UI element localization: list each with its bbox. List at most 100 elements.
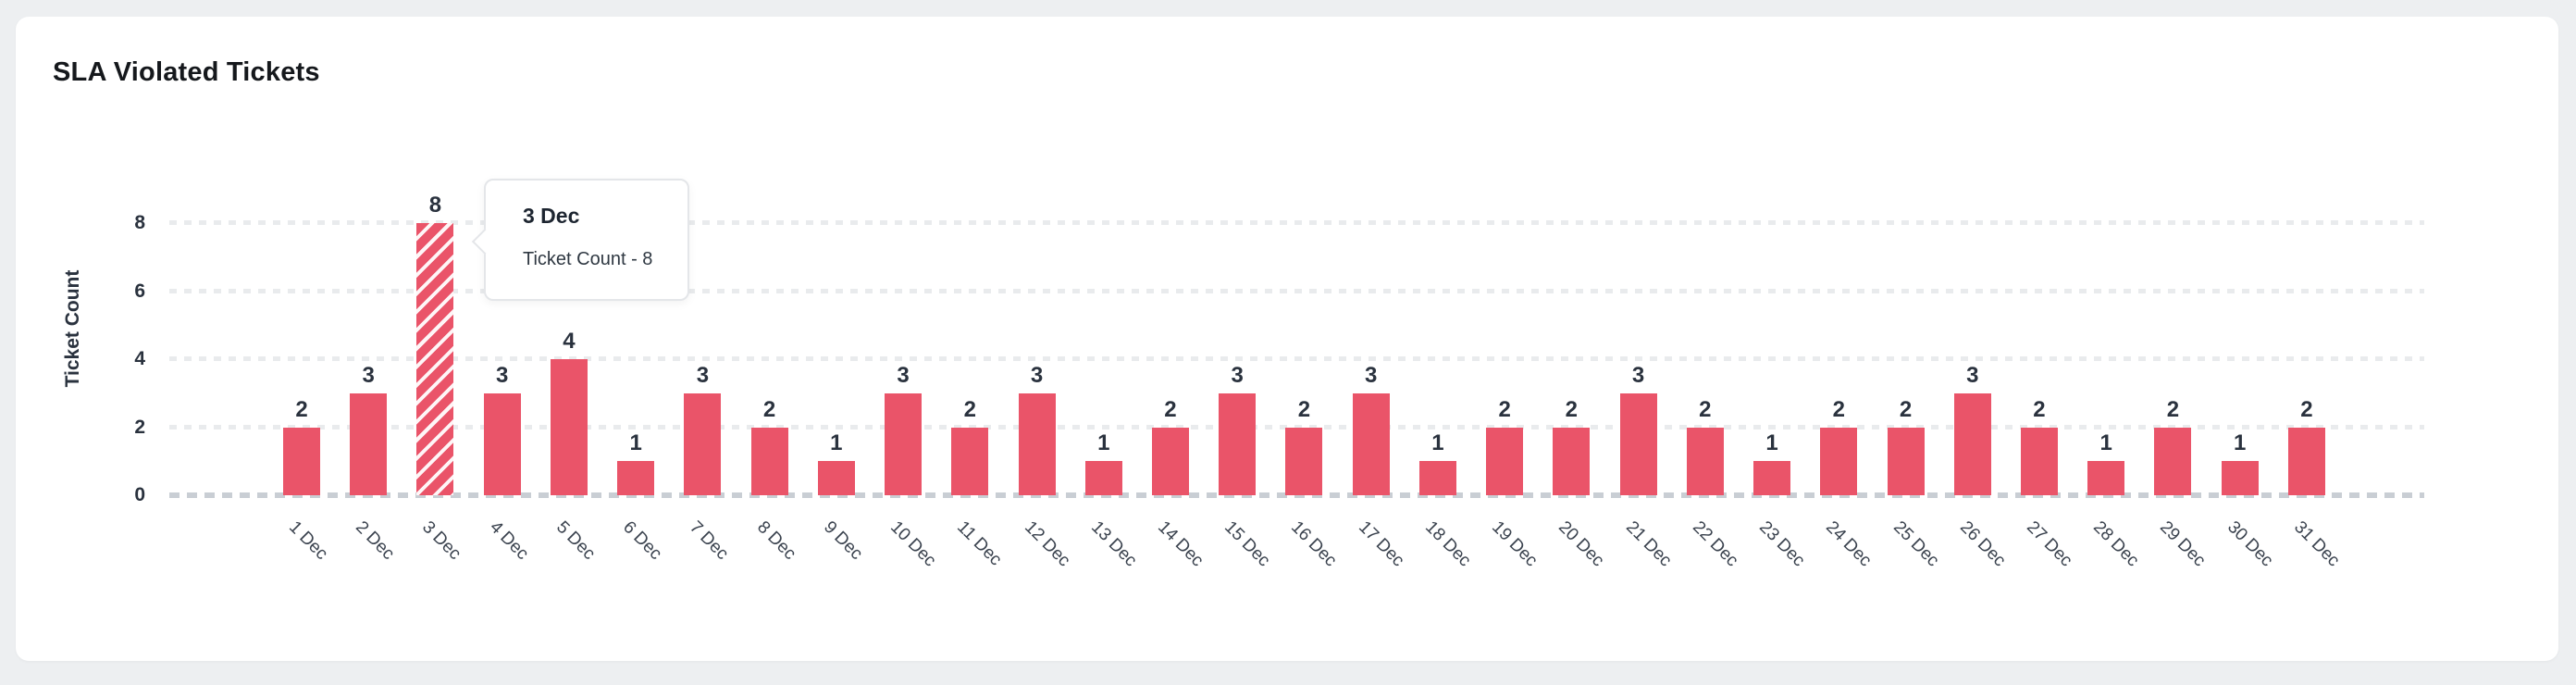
bar-1-dec[interactable] <box>283 427 320 495</box>
bar-21-dec[interactable] <box>1619 392 1657 495</box>
bar-31-dec[interactable] <box>2287 427 2325 495</box>
bar-18-dec[interactable] <box>1418 461 1456 495</box>
y-tick-label-2: 2 <box>134 416 145 438</box>
bar-23-dec[interactable] <box>1753 461 1791 495</box>
bar-30-dec[interactable] <box>2221 461 2259 495</box>
bar-value-label-8-dec: 2 <box>762 396 776 422</box>
tooltip-value: Ticket Count - 8 <box>523 249 653 269</box>
bar-13-dec[interactable] <box>1084 461 1122 495</box>
bar-12-dec[interactable] <box>1018 392 1056 495</box>
x-tick-label-1-dec: 1 Dec <box>285 517 332 564</box>
bar-value-label-9-dec: 1 <box>830 430 843 456</box>
x-tick-label-7-dec: 7 Dec <box>686 517 733 564</box>
bar-16-dec[interactable] <box>1285 427 1323 495</box>
x-tick-label-16-dec: 16 Dec <box>1287 517 1342 571</box>
x-tick-label-4-dec: 4 Dec <box>485 517 532 564</box>
x-tick-label-2-dec: 2 Dec <box>352 517 399 564</box>
bar-value-label-29-dec: 2 <box>2166 396 2180 422</box>
bar-value-label-27-dec: 2 <box>2033 396 2046 422</box>
bar-17-dec[interactable] <box>1352 392 1390 495</box>
x-tick-label-13-dec: 13 Dec <box>1086 517 1141 571</box>
bar-6-dec[interactable] <box>617 461 655 495</box>
bar-11-dec[interactable] <box>951 427 989 495</box>
bar-value-label-20-dec: 2 <box>1565 396 1579 422</box>
tooltip-title: 3 Dec <box>523 204 580 228</box>
bar-5-dec[interactable] <box>550 359 588 495</box>
x-tick-label-12-dec: 12 Dec <box>1020 517 1074 571</box>
bar-value-label-25-dec: 2 <box>1899 396 1913 422</box>
bar-15-dec[interactable] <box>1219 392 1257 495</box>
tooltip: 3 Dec Ticket Count - 8 <box>471 179 689 301</box>
x-tick-label-11-dec: 11 Dec <box>953 517 1006 570</box>
bar-29-dec[interactable] <box>2154 427 2192 495</box>
x-tick-label-26-dec: 26 Dec <box>1955 517 2010 571</box>
bar-value-label-30-dec: 1 <box>2233 430 2247 456</box>
x-tick-label-9-dec: 9 Dec <box>819 517 866 564</box>
bar-25-dec[interactable] <box>1887 427 1925 495</box>
x-tick-label-24-dec: 24 Dec <box>1822 517 1876 571</box>
x-tick-label-23-dec: 23 Dec <box>1755 517 1809 571</box>
bar-value-label-12-dec: 3 <box>1030 362 1044 388</box>
x-tick-label-28-dec: 28 Dec <box>2089 517 2143 571</box>
bar-value-label-28-dec: 1 <box>2099 430 2112 456</box>
bar-value-label-17-dec: 3 <box>1364 362 1378 388</box>
bar-value-label-26-dec: 3 <box>1966 362 1979 388</box>
bar-value-label-21-dec: 3 <box>1631 362 1645 388</box>
tooltip-arrow-icon <box>471 228 499 255</box>
bar-value-label-11-dec: 2 <box>963 396 976 422</box>
bar-7-dec[interactable] <box>684 392 722 495</box>
gridline-y4 <box>169 356 2424 361</box>
bar-value-label-19-dec: 2 <box>1498 396 1511 422</box>
x-tick-label-3-dec: 3 Dec <box>418 517 465 564</box>
x-tick-label-21-dec: 21 Dec <box>1621 517 1676 571</box>
x-tick-label-5-dec: 5 Dec <box>552 517 600 564</box>
bar-value-label-31-dec: 2 <box>2300 396 2313 422</box>
bar-22-dec[interactable] <box>1686 427 1724 495</box>
x-tick-label-27-dec: 27 Dec <box>2023 517 2076 571</box>
chart-card: SLA Violated Tickets Ticket Count 3 Dec … <box>16 17 2558 661</box>
gridline-y8 <box>169 220 2424 225</box>
bar-8-dec[interactable] <box>750 427 788 495</box>
bar-value-label-23-dec: 1 <box>1765 430 1778 456</box>
bar-value-label-7-dec: 3 <box>696 362 710 388</box>
bar-24-dec[interactable] <box>1820 427 1858 495</box>
x-tick-label-19-dec: 19 Dec <box>1488 517 1542 571</box>
bar-value-label-10-dec: 3 <box>897 362 910 388</box>
bar-value-label-6-dec: 1 <box>629 430 642 456</box>
bar-value-label-13-dec: 1 <box>1097 430 1110 456</box>
bar-19-dec[interactable] <box>1486 427 1524 495</box>
gridline-y2 <box>169 424 2424 430</box>
gridline-y6 <box>169 288 2424 293</box>
bar-20-dec[interactable] <box>1553 427 1591 495</box>
bar-3-dec[interactable] <box>416 223 454 495</box>
x-tick-label-25-dec: 25 Dec <box>1889 517 1943 571</box>
bar-value-label-2-dec: 3 <box>362 362 375 388</box>
bar-value-label-5-dec: 4 <box>563 329 576 354</box>
bar-value-label-14-dec: 2 <box>1164 396 1177 422</box>
bar-10-dec[interactable] <box>885 392 923 495</box>
bar-value-label-18-dec: 1 <box>1431 430 1444 456</box>
bar-2-dec[interactable] <box>350 392 388 495</box>
x-tick-label-31-dec: 31 Dec <box>2290 517 2344 571</box>
bar-9-dec[interactable] <box>817 461 855 495</box>
x-tick-label-15-dec: 15 Dec <box>1220 517 1274 571</box>
x-tick-label-30-dec: 30 Dec <box>2223 517 2277 571</box>
x-tick-label-18-dec: 18 Dec <box>1421 517 1475 571</box>
bar-14-dec[interactable] <box>1151 427 1189 495</box>
y-tick-label-4: 4 <box>134 348 145 369</box>
x-tick-label-22-dec: 22 Dec <box>1688 517 1742 571</box>
bar-value-label-4-dec: 3 <box>496 362 509 388</box>
bar-4-dec[interactable] <box>483 392 521 495</box>
bar-28-dec[interactable] <box>2087 461 2125 495</box>
x-tick-label-10-dec: 10 Dec <box>886 517 940 571</box>
x-tick-label-17-dec: 17 Dec <box>1354 517 1408 571</box>
bar-value-label-3-dec: 8 <box>428 193 442 218</box>
bar-27-dec[interactable] <box>2020 427 2058 495</box>
x-tick-label-6-dec: 6 Dec <box>619 517 666 564</box>
y-tick-label-8: 8 <box>134 212 145 233</box>
bar-value-label-15-dec: 3 <box>1231 362 1244 388</box>
bar-value-label-22-dec: 2 <box>1699 396 1712 422</box>
bar-26-dec[interactable] <box>1953 392 1991 495</box>
x-tick-label-20-dec: 20 Dec <box>1554 517 1608 571</box>
